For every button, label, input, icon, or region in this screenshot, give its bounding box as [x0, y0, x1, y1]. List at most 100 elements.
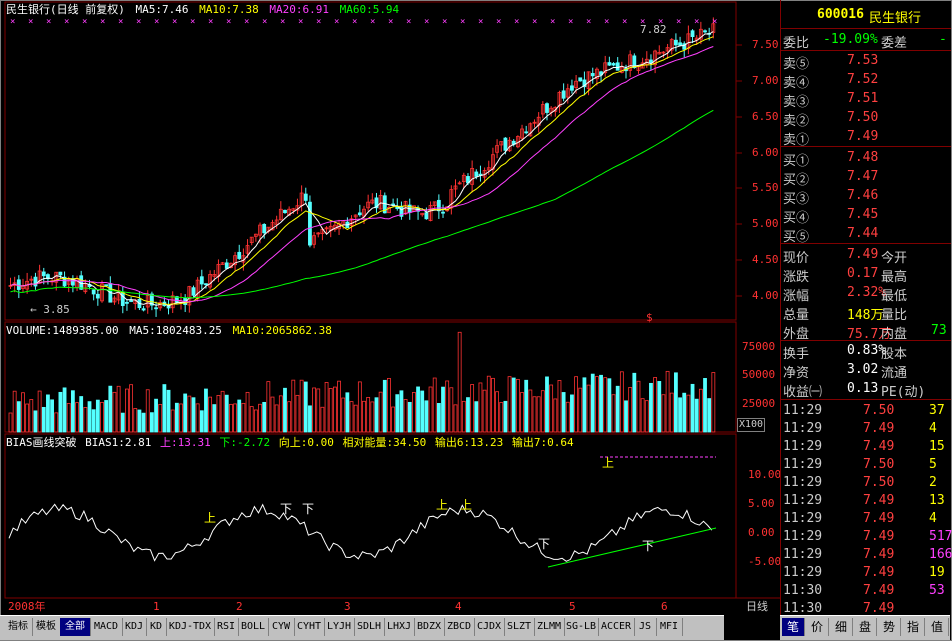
- ma5-label: MA5:7.46: [135, 3, 189, 16]
- panel-tab[interactable]: 值: [926, 618, 949, 636]
- tick-volume: 37: [929, 403, 945, 418]
- signal-marker: ×: [280, 17, 285, 27]
- indicator-tab[interactable]: LYJH: [324, 618, 355, 636]
- buy-level-label: 买⑤: [783, 230, 810, 245]
- indicator-tab[interactable]: ZBCD: [444, 618, 475, 636]
- volume-bar: [640, 398, 645, 433]
- volume-bar: [466, 397, 470, 433]
- volume-bar: [607, 378, 612, 433]
- candle-body: [8, 285, 13, 287]
- volume-axis-label: 75000: [742, 340, 776, 353]
- candle-body: [453, 185, 458, 190]
- price-header: 民生银行(日线 前复权) MA5:7.46 MA10:7.38 MA20:6.9…: [6, 4, 399, 16]
- month-label: 2: [236, 600, 243, 613]
- volume-bar: [91, 409, 96, 433]
- weicha-label: 委差: [881, 36, 908, 51]
- indicator-tab-bar: 指标 模板 全部 MACD KDJ KD KDJ-TDX RSI BOLL CYW CYHT LYJH…: [0, 615, 724, 640]
- volume-bar: [170, 409, 175, 433]
- volume-bar: [58, 391, 63, 433]
- panel-tab[interactable]: 价: [806, 618, 829, 636]
- price-axis-label: 6.50: [752, 110, 779, 123]
- candle-body: [46, 274, 50, 280]
- volume-bar: [407, 401, 412, 433]
- bias-header: BIAS画线突破 BIAS1:2.81 上:13.31 下:-2.72 向上:0…: [6, 437, 574, 449]
- volume-bar: [149, 412, 154, 433]
- indicator-tab[interactable]: CJDX: [474, 618, 505, 636]
- stock-name: 民生银行: [869, 11, 922, 26]
- volume-bar: [120, 412, 125, 433]
- indicator-tab[interactable]: 模板: [32, 618, 61, 636]
- price-axis-label: 4.50: [752, 253, 779, 266]
- volume-bar: [424, 400, 429, 433]
- bias-up-mark: 上: [602, 456, 615, 470]
- candle-body: [690, 30, 695, 38]
- sell-level-price: 7.49: [847, 129, 879, 144]
- candle-body: [457, 182, 462, 185]
- volume-bar: [399, 390, 404, 433]
- indicator-tab[interactable]: MFI: [656, 618, 683, 636]
- panel-tab[interactable]: 势: [878, 618, 901, 636]
- indicator-tab[interactable]: MACD: [90, 618, 123, 636]
- indicator-tab[interactable]: LHXJ: [384, 618, 415, 636]
- candle-body: [237, 251, 242, 259]
- volume-bar: [308, 405, 312, 433]
- buy-level-row: 买⑤ 7.44: [781, 225, 951, 245]
- month-label: 4: [455, 600, 462, 613]
- signal-marker: ×: [514, 17, 519, 27]
- indicator-tab[interactable]: 全部: [60, 618, 91, 636]
- tick-price: 7.49: [863, 493, 895, 508]
- candle-body: [187, 286, 192, 306]
- indicator-tab[interactable]: JS: [634, 618, 657, 636]
- finance-label: 换手: [783, 347, 810, 362]
- panel-tab[interactable]: 盘: [854, 618, 877, 636]
- volume-bar: [486, 375, 491, 433]
- candle-body: [116, 290, 121, 301]
- candle-body: [594, 68, 599, 80]
- volume-bar: [278, 395, 283, 433]
- tick-row: 11:29 7.49 166: [781, 546, 952, 564]
- volume-bar: [603, 377, 608, 433]
- indicator-tab[interactable]: RSI: [214, 618, 239, 636]
- signal-marker: ×: [658, 17, 663, 27]
- signal-marker: ×: [262, 17, 267, 27]
- panel-tab[interactable]: 指: [902, 618, 925, 636]
- candle-body: [632, 55, 637, 69]
- tick-volume: 517: [929, 529, 952, 544]
- volume-bar: [216, 394, 221, 433]
- indicator-tab[interactable]: SDLH: [354, 618, 385, 636]
- period-label[interactable]: 日线: [746, 600, 768, 613]
- tick-row: 11:29 7.49 4: [781, 420, 951, 438]
- signal-marker: ×: [406, 17, 411, 27]
- indicator-tab[interactable]: ZLMM: [534, 618, 565, 636]
- bias-down-mark: 下: [302, 502, 315, 516]
- price-axis-label: 7.50: [752, 38, 779, 51]
- indicator-tab[interactable]: KD: [146, 618, 167, 636]
- indicator-tab[interactable]: ACCER: [598, 618, 635, 636]
- signal-marker: ×: [712, 17, 717, 27]
- quote-label: 涨幅: [783, 289, 810, 304]
- indicator-tab[interactable]: BDZX: [414, 618, 445, 636]
- indicator-tab[interactable]: CYHT: [294, 618, 325, 636]
- volume-bar: [457, 331, 462, 433]
- volume-bar: [669, 392, 674, 433]
- panel-tab[interactable]: 笔: [782, 618, 805, 636]
- candle-body: [461, 174, 466, 183]
- indicator-tab[interactable]: SLZT: [504, 618, 535, 636]
- candle-body: [245, 245, 250, 254]
- signal-marker: ×: [64, 17, 69, 27]
- indicator-tab[interactable]: KDJ: [122, 618, 147, 636]
- indicator-tab[interactable]: CYW: [268, 618, 295, 636]
- indicator-tab[interactable]: SG-LB: [564, 618, 599, 636]
- sell-level-price: 7.51: [847, 91, 879, 106]
- tick-volume: 15: [929, 439, 945, 454]
- indicator-tab[interactable]: 指标: [4, 618, 33, 636]
- finance-label: PE(动): [881, 385, 926, 400]
- panel-tab[interactable]: 细: [830, 618, 853, 636]
- indicator-tab[interactable]: BOLL: [238, 618, 269, 636]
- indicator-tab[interactable]: KDJ-TDX: [166, 618, 215, 636]
- tick-price: 7.49: [863, 511, 895, 526]
- quote-row: 外盘 75.7万 内盘 73: [781, 322, 951, 342]
- sell-level-price: 7.50: [847, 110, 879, 125]
- volume-bar: [644, 400, 649, 433]
